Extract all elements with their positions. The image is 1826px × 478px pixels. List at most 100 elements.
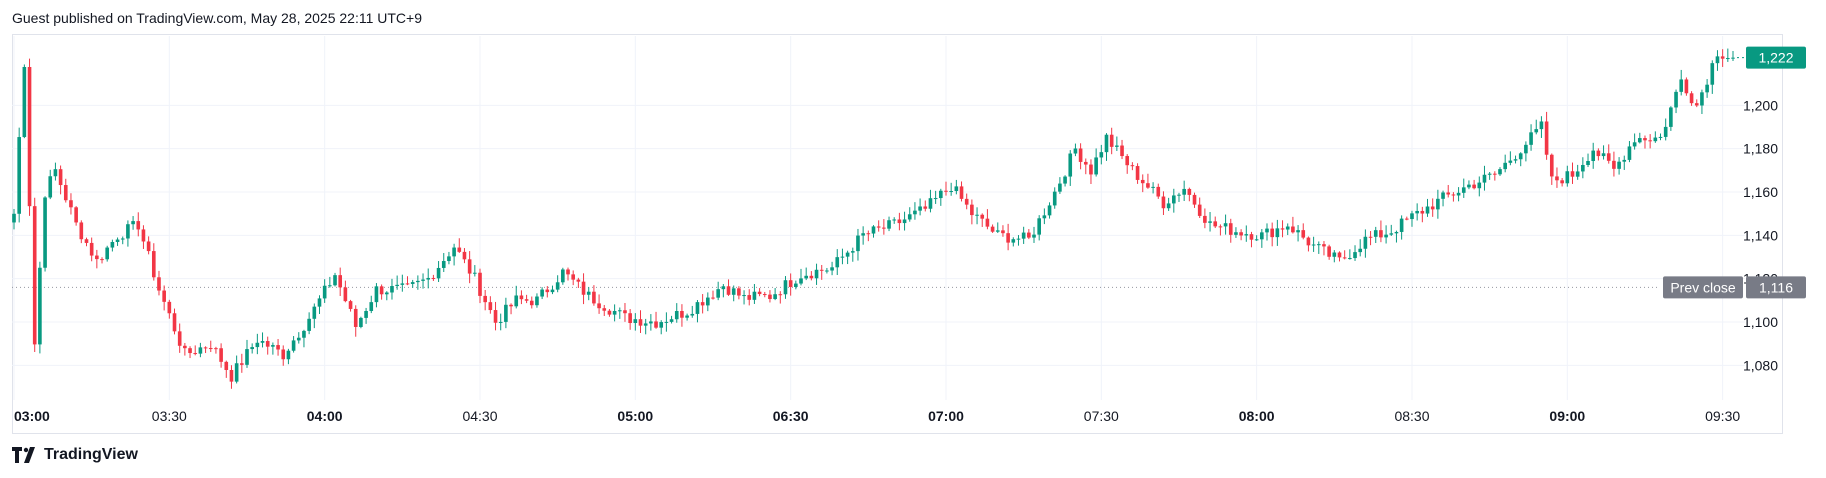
candle-body xyxy=(1291,226,1295,233)
candle-body xyxy=(276,345,280,350)
candle-body xyxy=(48,176,53,198)
candle-body xyxy=(814,269,819,279)
candle-body xyxy=(1296,230,1300,233)
tradingview-footer[interactable]: TradingView xyxy=(12,446,138,464)
candle-body xyxy=(628,313,632,323)
candle-body xyxy=(245,349,249,365)
candle-body xyxy=(1260,232,1264,240)
y-tick-label: 1,160 xyxy=(1743,184,1778,200)
candle-body xyxy=(69,200,73,208)
candle-body xyxy=(1353,252,1357,259)
candle-body xyxy=(1715,56,1720,64)
candle-body xyxy=(1006,233,1010,243)
candles xyxy=(12,48,1735,389)
candle-body xyxy=(1658,136,1663,138)
candle-body xyxy=(742,295,746,297)
candle-body xyxy=(38,267,42,345)
candle-body xyxy=(1358,248,1363,253)
candle-body xyxy=(975,214,979,216)
candle-body xyxy=(674,311,679,320)
candle-body xyxy=(1171,195,1176,204)
candle-body xyxy=(1275,228,1280,238)
candle-body xyxy=(1399,218,1404,232)
candle-body xyxy=(1373,230,1378,237)
candle-body xyxy=(1042,215,1047,219)
y-tick-label: 1,180 xyxy=(1743,141,1778,157)
candle-body xyxy=(1539,121,1544,130)
candle-body xyxy=(643,323,648,326)
candle-body xyxy=(22,66,27,138)
candle-body xyxy=(1223,223,1228,227)
candle-body xyxy=(1586,161,1590,165)
candle-body xyxy=(576,279,581,282)
candle-body xyxy=(1720,56,1725,59)
candle-body xyxy=(918,206,922,211)
candle-body xyxy=(1591,150,1596,162)
candle-body xyxy=(850,251,855,253)
candle-body xyxy=(840,256,845,258)
candle-body xyxy=(1508,160,1513,163)
candle-body xyxy=(649,321,653,324)
candle-body xyxy=(897,219,902,224)
candle-body xyxy=(1606,153,1611,161)
candle-body xyxy=(452,247,456,257)
candle-body xyxy=(1316,244,1321,246)
candle-body xyxy=(659,322,664,328)
candle-body xyxy=(819,269,824,271)
candle-body xyxy=(348,301,353,309)
candle-body xyxy=(731,288,736,295)
candle-body xyxy=(240,363,244,365)
candle-body xyxy=(1461,187,1466,193)
candle-body xyxy=(970,204,974,216)
candle-body xyxy=(1363,236,1368,249)
candle-body xyxy=(343,287,348,302)
candle-body xyxy=(1441,192,1445,199)
candle-body xyxy=(1689,93,1694,104)
candle-body xyxy=(302,330,306,338)
candle-body xyxy=(63,185,68,201)
candle-body xyxy=(845,252,850,257)
candle-body xyxy=(1037,218,1041,235)
candle-body xyxy=(1322,244,1326,247)
candle-body xyxy=(669,319,674,322)
candle-body xyxy=(84,239,89,243)
candle-body xyxy=(333,275,337,286)
candle-body xyxy=(1518,153,1523,160)
candle-body xyxy=(1560,180,1564,184)
candle-body xyxy=(1663,126,1668,137)
candle-body xyxy=(390,286,394,293)
candle-body xyxy=(550,289,555,293)
candle-body xyxy=(835,257,840,268)
candle-body xyxy=(1648,140,1652,142)
candle-body xyxy=(1575,171,1580,177)
candle-body xyxy=(1601,153,1606,157)
candle-body xyxy=(768,294,772,300)
candle-body xyxy=(1244,234,1249,236)
candle-body xyxy=(312,306,317,319)
candle-body xyxy=(255,342,260,348)
x-tick-label: 04:30 xyxy=(462,408,497,424)
candle-body xyxy=(172,313,177,332)
candle-body xyxy=(747,295,752,300)
candle-body xyxy=(1254,239,1259,241)
candle-body xyxy=(488,302,493,311)
y-tick-label: 1,100 xyxy=(1743,314,1778,330)
candle-body xyxy=(1068,153,1073,177)
candle-body xyxy=(1565,171,1570,184)
candle-body xyxy=(1140,179,1145,184)
candle-body xyxy=(825,270,829,272)
candle-body xyxy=(436,267,441,279)
candle-body xyxy=(778,294,783,296)
candle-body xyxy=(876,226,881,228)
candle-body xyxy=(395,284,399,287)
candle-body xyxy=(146,241,151,252)
x-tick-label: 04:00 xyxy=(307,408,343,424)
candle-body xyxy=(1125,156,1130,166)
candle-body xyxy=(954,186,959,192)
candle-body xyxy=(1436,198,1440,210)
candle-body xyxy=(1513,159,1518,161)
candle-body xyxy=(1394,231,1399,234)
candle-body xyxy=(561,269,565,283)
candle-body xyxy=(1146,183,1150,188)
